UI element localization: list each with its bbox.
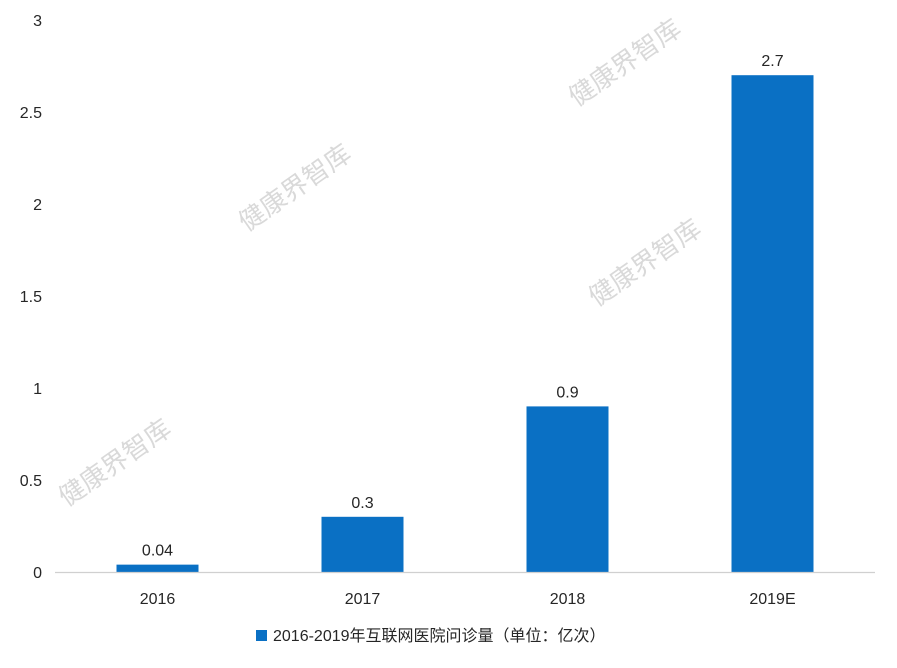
watermark-text: 健康界智库 — [584, 214, 708, 313]
watermark-text: 健康界智库 — [234, 139, 358, 238]
y-axis: 0 0.5 1 1.5 2 2.5 3 — [20, 13, 42, 582]
data-label: 0.04 — [142, 543, 173, 560]
data-label: 2.7 — [761, 53, 783, 70]
x-tick-label: 2018 — [550, 591, 586, 608]
x-tick-label: 2016 — [140, 591, 176, 608]
y-tick-label: 0.5 — [20, 473, 42, 490]
y-tick-label: 2 — [33, 197, 42, 214]
legend: 2016-2019年互联网医院问诊量（单位：亿次） — [256, 627, 606, 645]
x-tick-label: 2017 — [345, 591, 381, 608]
bar — [321, 516, 404, 572]
bar — [116, 564, 199, 572]
watermark-text: 健康界智库 — [54, 414, 178, 513]
watermark-text: 健康界智库 — [564, 14, 688, 113]
data-label: 0.9 — [556, 384, 578, 401]
y-tick-label: 3 — [33, 13, 42, 30]
y-tick-label: 2.5 — [20, 105, 42, 122]
data-label: 0.3 — [351, 495, 373, 512]
bars: 0.04 0.3 0.9 2.7 — [116, 53, 814, 572]
bar — [526, 406, 609, 572]
legend-label: 2016-2019年互联网医院问诊量（单位：亿次） — [273, 627, 606, 645]
y-tick-label: 0 — [33, 565, 42, 582]
y-tick-label: 1.5 — [20, 289, 42, 306]
x-tick-label: 2019E — [749, 591, 795, 608]
bar — [731, 75, 814, 572]
legend-swatch — [256, 630, 267, 641]
y-tick-label: 1 — [33, 381, 42, 398]
x-axis: 2016 2017 2018 2019E — [140, 591, 796, 608]
